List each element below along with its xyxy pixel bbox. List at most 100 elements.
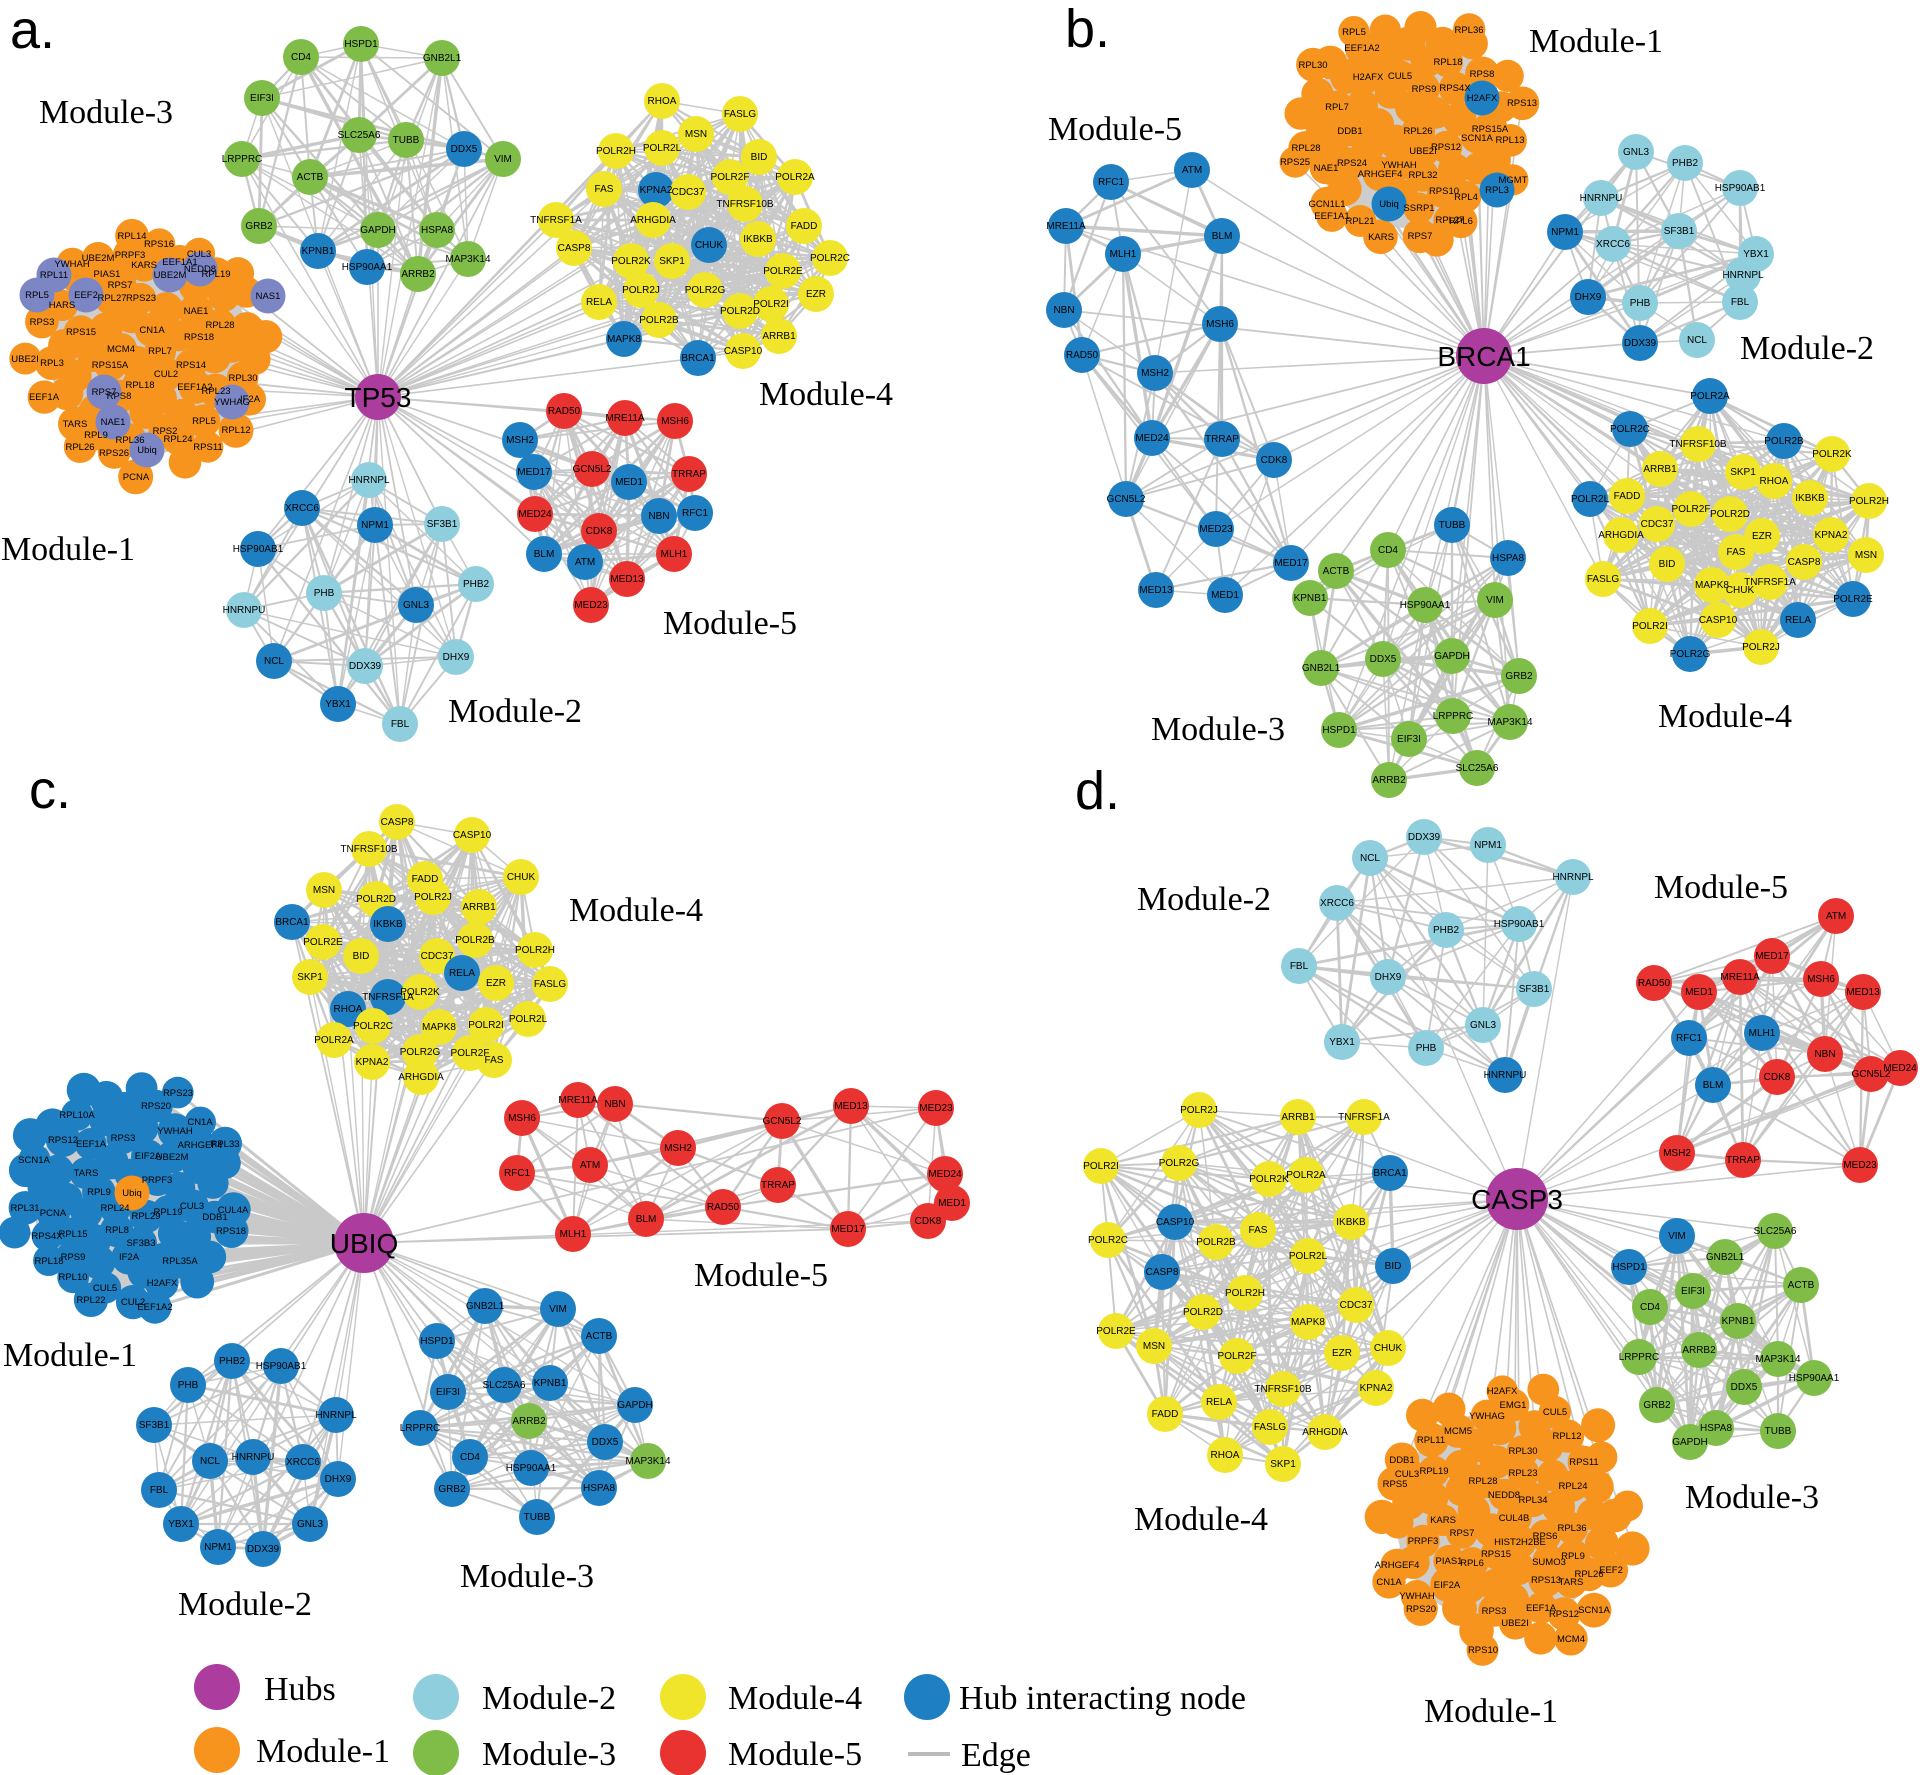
svg-text:TRRAP: TRRAP [1726, 1155, 1760, 1166]
svg-text:DDX5: DDX5 [451, 144, 478, 155]
svg-text:MED1: MED1 [615, 477, 643, 488]
svg-text:ARRB2: ARRB2 [1372, 775, 1406, 786]
svg-text:PRPF3: PRPF3 [1408, 1536, 1439, 1547]
svg-text:SF3B1: SF3B1 [1519, 984, 1550, 995]
svg-text:MLH1: MLH1 [1749, 1028, 1776, 1039]
svg-text:TNFRSF1A: TNFRSF1A [530, 215, 582, 226]
svg-text:PCNA: PCNA [40, 1208, 67, 1219]
svg-text:MAPK8: MAPK8 [607, 334, 641, 345]
svg-text:PHB: PHB [1630, 298, 1651, 309]
svg-text:YBX1: YBX1 [1743, 249, 1769, 260]
svg-text:RPL34: RPL34 [1518, 1495, 1547, 1506]
svg-text:UBIQ: UBIQ [330, 1228, 398, 1259]
svg-text:TARS: TARS [1559, 1577, 1584, 1588]
svg-text:RPS13: RPS13 [1507, 98, 1537, 109]
svg-text:EIF3I: EIF3I [1397, 734, 1421, 745]
svg-text:EIF3I: EIF3I [1681, 1286, 1705, 1297]
svg-text:MED13: MED13 [1139, 585, 1173, 596]
svg-text:RPL15: RPL15 [58, 1229, 87, 1240]
svg-text:CDC37: CDC37 [1340, 1300, 1373, 1311]
svg-text:KARS: KARS [1368, 232, 1394, 243]
svg-text:PHB2: PHB2 [219, 1356, 246, 1367]
svg-text:PIAS1: PIAS1 [1436, 1556, 1463, 1567]
svg-text:Module-1: Module-1 [1529, 23, 1663, 60]
svg-text:MED13: MED13 [610, 574, 644, 585]
svg-text:RPS16: RPS16 [144, 239, 174, 250]
svg-text:RPS4X: RPS4X [1439, 83, 1471, 94]
svg-text:LRPPRC: LRPPRC [1433, 711, 1474, 722]
svg-text:XRCC6: XRCC6 [285, 503, 319, 514]
svg-text:TNFRSF10B: TNFRSF10B [340, 844, 398, 855]
svg-text:KARS: KARS [131, 260, 157, 271]
svg-text:POLR2E: POLR2E [1833, 594, 1873, 605]
svg-text:ACTB: ACTB [1788, 1280, 1815, 1291]
svg-text:NPM1: NPM1 [204, 1542, 232, 1553]
svg-text:IF2A: IF2A [240, 394, 261, 405]
svg-text:MED17: MED17 [517, 467, 551, 478]
svg-text:IF2A: IF2A [119, 1252, 140, 1263]
svg-text:RPL10: RPL10 [58, 1272, 87, 1283]
svg-text:Module-3: Module-3 [460, 1558, 594, 1595]
svg-text:FAS: FAS [595, 184, 614, 195]
svg-text:POLR2K: POLR2K [611, 256, 651, 267]
svg-text:GNL3: GNL3 [1470, 1020, 1497, 1031]
svg-text:TUBB: TUBB [524, 1512, 551, 1523]
svg-text:Module-1: Module-1 [256, 1733, 390, 1770]
svg-text:HNRNPL: HNRNPL [1552, 872, 1594, 883]
svg-text:RPS3: RPS3 [111, 1133, 136, 1144]
svg-text:BID: BID [751, 152, 768, 163]
svg-text:BRCA1: BRCA1 [275, 917, 309, 928]
svg-text:BRCA1: BRCA1 [1437, 341, 1530, 372]
svg-text:c.: c. [29, 760, 71, 820]
svg-text:RPS5: RPS5 [1383, 1479, 1408, 1490]
svg-text:PHB: PHB [1416, 1043, 1437, 1054]
svg-text:POLR2D: POLR2D [1710, 509, 1750, 520]
svg-text:RPS10: RPS10 [1468, 1645, 1498, 1656]
svg-text:POLR2F: POLR2F [451, 1048, 490, 1059]
svg-text:GRB2: GRB2 [245, 221, 273, 232]
svg-text:ACTB: ACTB [1323, 566, 1350, 577]
svg-text:GAPDH: GAPDH [1672, 1437, 1708, 1448]
svg-text:HSP90AB1: HSP90AB1 [256, 1361, 307, 1372]
svg-text:HIST2H2BE: HIST2H2BE [1494, 1537, 1546, 1548]
svg-text:NCL: NCL [264, 656, 284, 667]
svg-text:RELA: RELA [1785, 615, 1811, 626]
svg-text:MLH1: MLH1 [1110, 249, 1137, 260]
svg-text:POLR2H: POLR2H [515, 945, 555, 956]
svg-text:DDX39: DDX39 [1624, 338, 1657, 349]
svg-text:SF3B1: SF3B1 [427, 519, 458, 530]
svg-text:RPL6: RPL6 [1460, 1558, 1484, 1569]
svg-text:RPL26: RPL26 [1574, 1569, 1603, 1580]
svg-text:RFC1: RFC1 [1098, 177, 1125, 188]
svg-text:MED24: MED24 [518, 509, 552, 520]
svg-text:NAE1: NAE1 [101, 417, 126, 428]
svg-text:RPL24: RPL24 [1558, 1481, 1587, 1492]
svg-text:HSPA8: HSPA8 [421, 225, 453, 236]
svg-text:MED23: MED23 [574, 600, 608, 611]
svg-text:CUL4B: CUL4B [1499, 1513, 1530, 1524]
svg-text:LRPPRC: LRPPRC [1619, 1352, 1660, 1363]
svg-text:CD4: CD4 [460, 1452, 480, 1463]
svg-text:ARRB1: ARRB1 [462, 902, 496, 913]
svg-text:YWHAH: YWHAH [1399, 1591, 1435, 1602]
svg-text:HSP90AB1: HSP90AB1 [233, 544, 284, 555]
svg-text:RFC1: RFC1 [682, 508, 709, 519]
svg-text:EEF1A: EEF1A [29, 392, 60, 403]
svg-text:NPM1: NPM1 [1551, 227, 1579, 238]
svg-text:CN1A: CN1A [139, 325, 165, 336]
svg-text:RHOA: RHOA [1760, 476, 1789, 487]
svg-text:PHB2: PHB2 [1672, 158, 1699, 169]
svg-text:ARRB1: ARRB1 [762, 331, 796, 342]
svg-text:IKBKB: IKBKB [743, 234, 773, 245]
svg-text:NPM1: NPM1 [1474, 840, 1502, 851]
svg-text:BLM: BLM [1703, 1080, 1724, 1091]
svg-text:IKBKB: IKBKB [373, 919, 403, 930]
svg-text:TRRAP: TRRAP [1205, 434, 1239, 445]
svg-text:HNRNPU: HNRNPU [223, 605, 266, 616]
svg-text:BLM: BLM [1212, 231, 1233, 242]
svg-text:RPL35A: RPL35A [162, 1256, 198, 1267]
svg-text:CDK8: CDK8 [1764, 1072, 1791, 1083]
svg-text:Ubiq: Ubiq [137, 445, 157, 456]
svg-text:SKP1: SKP1 [297, 972, 323, 983]
svg-text:CHUK: CHUK [1374, 1343, 1403, 1354]
